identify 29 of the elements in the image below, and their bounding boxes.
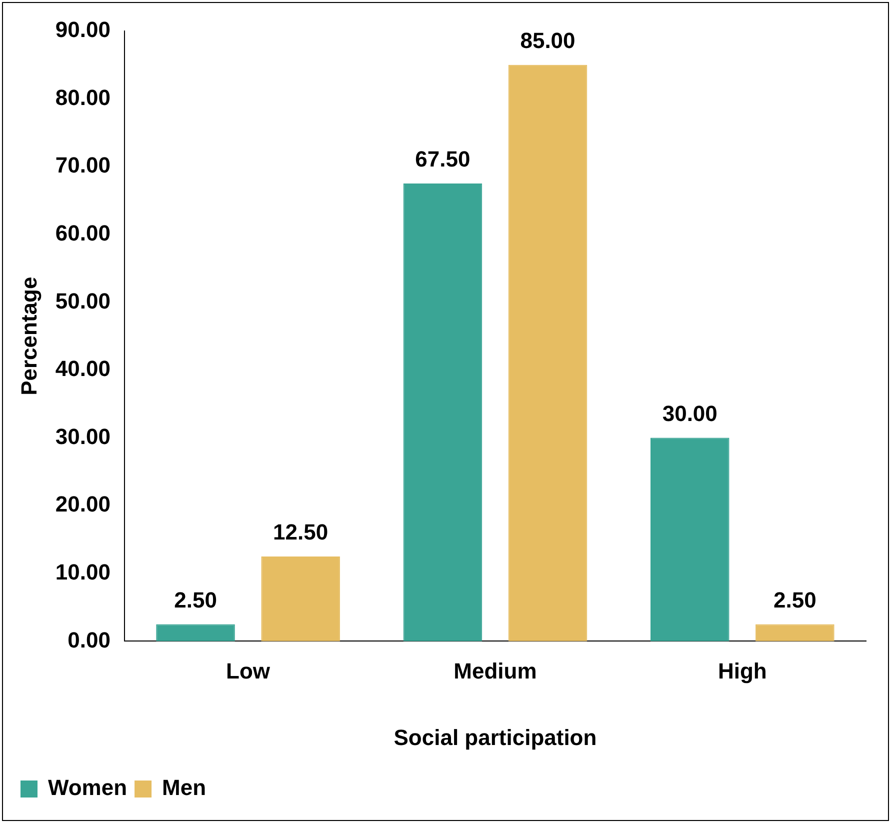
data-label: 85.00 — [520, 28, 576, 53]
y-tick-label: 80.00 — [55, 84, 110, 110]
x-tick-label: Medium — [454, 658, 537, 684]
bar — [508, 64, 588, 642]
y-tick-label: 40.00 — [55, 356, 110, 382]
y-tick-label: 0.00 — [68, 627, 110, 652]
data-label: 2.50 — [174, 587, 217, 612]
bar — [156, 624, 235, 642]
x-tick-label: High — [718, 658, 767, 684]
bar — [403, 184, 482, 642]
bar — [261, 556, 340, 642]
y-tick-label: 20.00 — [55, 492, 110, 517]
bar — [756, 624, 834, 642]
bar — [650, 438, 730, 642]
y-tick-label: 90.00 — [55, 17, 110, 42]
y-tick-label: 70.00 — [55, 152, 110, 178]
data-label: 30.00 — [662, 400, 718, 426]
data-label: 12.50 — [273, 520, 328, 545]
y-tick-label: 10.00 — [55, 559, 110, 584]
x-tick-label: Low — [226, 658, 271, 684]
legend-label: Women — [48, 775, 128, 800]
legend-label: Men — [162, 775, 206, 800]
y-tick-label: 60.00 — [55, 220, 110, 246]
data-label: 67.50 — [415, 146, 470, 172]
y-tick-label: 50.00 — [55, 288, 110, 314]
y-tick-label: 30.00 — [55, 424, 110, 449]
x-axis-title: Social participation — [394, 724, 597, 750]
y-axis-title: Percentage — [16, 276, 42, 396]
data-label: 2.50 — [774, 587, 816, 612]
